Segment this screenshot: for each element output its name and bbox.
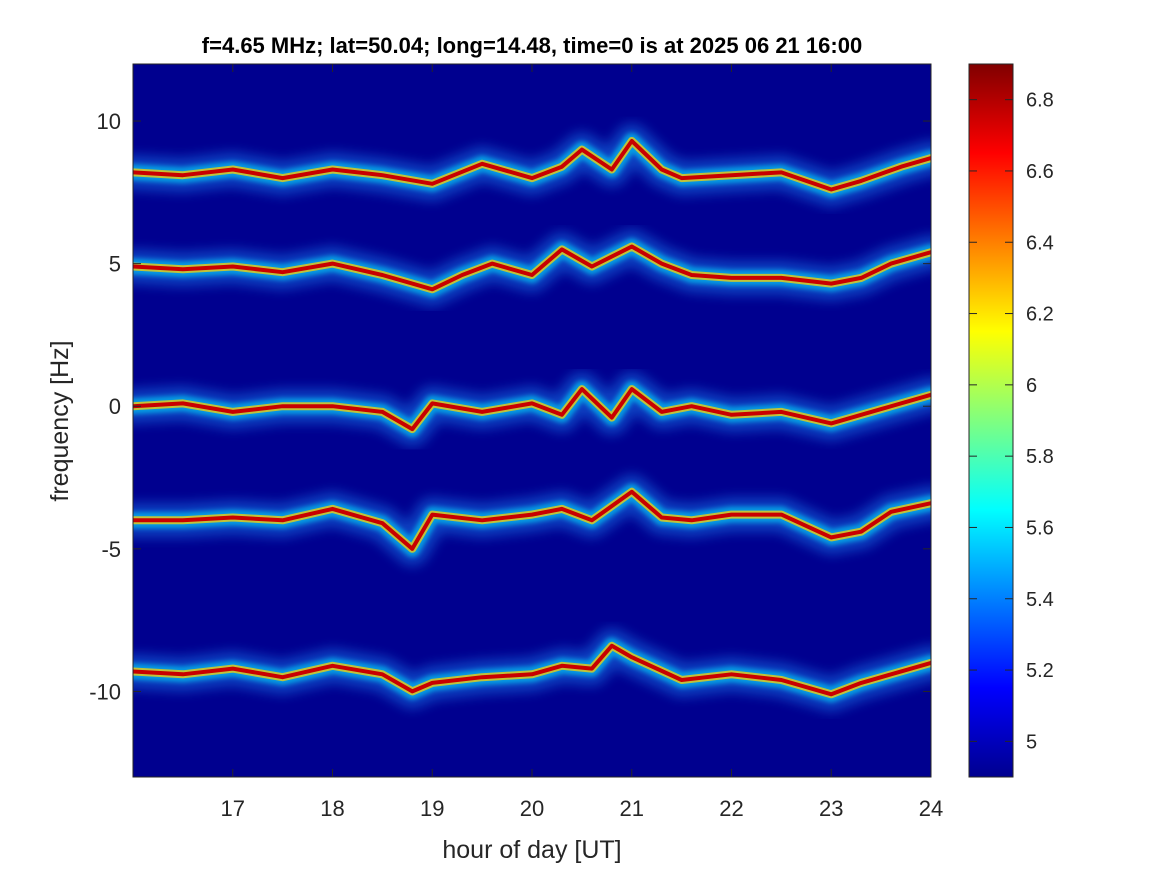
y-tick-label: 0	[109, 394, 121, 419]
colorbar-tick-label: 5	[1026, 731, 1037, 753]
x-tick-label: 19	[420, 796, 444, 821]
colorbar-tick-label: 5.6	[1026, 517, 1054, 539]
colorbar-tick-label: 6	[1026, 375, 1037, 397]
trace-0	[133, 124, 931, 207]
trace-1	[133, 229, 931, 307]
x-axis-label: hour of day [UT]	[442, 836, 621, 864]
trace-core	[133, 643, 931, 697]
y-tick-label: -10	[89, 679, 121, 704]
x-axis-ticks: 17 18 19 20 21 22 23 24	[221, 64, 943, 821]
x-tick-label: 20	[520, 796, 544, 821]
x-tick-label: 17	[221, 796, 245, 821]
x-tick-label: 22	[719, 796, 743, 821]
x-tick-label: 21	[620, 796, 644, 821]
colorbar-tick-label: 5.2	[1026, 660, 1054, 682]
y-tick-label: -5	[101, 537, 121, 562]
y-tick-label: 5	[109, 252, 121, 277]
spectrogram-traces	[133, 124, 931, 712]
colorbar-tick-label: 6.2	[1026, 304, 1054, 326]
y-tick-label: 10	[97, 109, 121, 134]
colorbar-tick-label: 6.6	[1026, 161, 1054, 183]
x-tick-label: 24	[919, 796, 943, 821]
trace-core	[133, 244, 931, 292]
trace-2	[133, 372, 931, 447]
x-tick-label: 18	[320, 796, 344, 821]
y-axis-ticks: -10 -5 0 5 10	[89, 109, 931, 704]
trace-core	[133, 139, 931, 192]
y-axis-label: frequency [Hz]	[46, 340, 74, 501]
colorbar-tick-label: 5.4	[1026, 589, 1054, 611]
colorbar-tick-label: 6.8	[1026, 90, 1054, 112]
trace-4	[133, 628, 931, 712]
x-tick-label: 23	[819, 796, 843, 821]
colorbar-ticks: 5 5.2 5.4 5.6 5.8 6 6.2 6.4 6.6 6.8	[969, 90, 1054, 753]
colorbar	[968, 63, 1014, 778]
trace-core	[133, 489, 931, 551]
chart-title: f=4.65 MHz; lat=50.04; long=14.48, time=…	[202, 33, 862, 58]
trace-3	[133, 474, 931, 566]
trace-core	[133, 387, 931, 432]
colorbar-tick-label: 6.4	[1026, 232, 1054, 254]
colorbar-tick-label: 5.8	[1026, 446, 1054, 468]
